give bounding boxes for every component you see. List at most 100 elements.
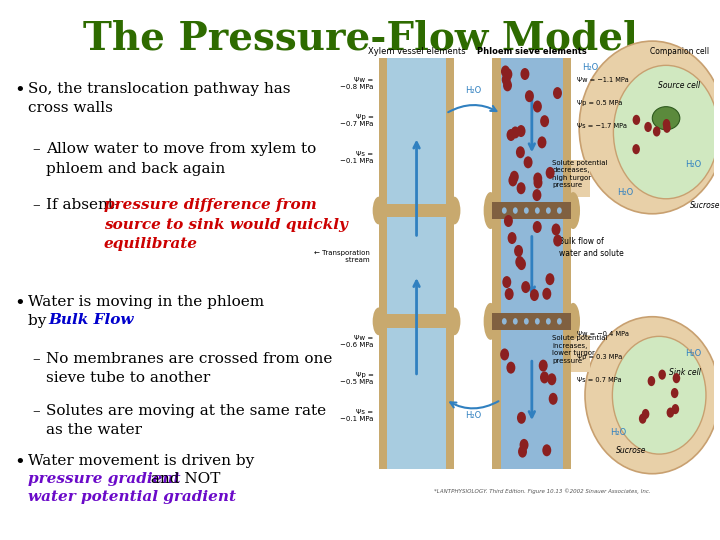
Text: H₂O: H₂O <box>582 63 598 72</box>
Circle shape <box>639 414 647 424</box>
Circle shape <box>503 276 511 288</box>
Bar <box>446 211 454 321</box>
Circle shape <box>516 146 525 158</box>
Circle shape <box>502 318 507 325</box>
Text: ← Transporation
     stream: ← Transporation stream <box>314 250 370 264</box>
Circle shape <box>520 439 528 451</box>
Circle shape <box>667 408 674 417</box>
Text: So, the translocation pathway has
cross walls: So, the translocation pathway has cross … <box>28 82 290 116</box>
Ellipse shape <box>373 307 384 335</box>
Bar <box>492 211 501 321</box>
Ellipse shape <box>449 307 460 335</box>
Bar <box>563 335 590 372</box>
Circle shape <box>523 156 533 168</box>
Circle shape <box>502 73 510 85</box>
Circle shape <box>552 224 560 235</box>
Text: *LANTPHYSIOLOGY. Third Edition. Figure 10.13 ©2002 Sinauer Associates, Inc.: *LANTPHYSIOLOGY. Third Edition. Figure 1… <box>434 489 650 495</box>
Circle shape <box>524 207 528 214</box>
Ellipse shape <box>484 303 498 340</box>
Text: Bulk flow of
water and solute: Bulk flow of water and solute <box>559 238 624 258</box>
Circle shape <box>539 360 548 372</box>
Text: H₂O: H₂O <box>685 349 702 358</box>
Circle shape <box>542 444 552 456</box>
Circle shape <box>644 122 652 132</box>
Bar <box>379 204 454 218</box>
Bar <box>501 211 563 321</box>
Circle shape <box>663 123 671 133</box>
Circle shape <box>533 189 541 201</box>
Circle shape <box>506 362 516 374</box>
Ellipse shape <box>579 41 720 214</box>
Circle shape <box>535 318 540 325</box>
Circle shape <box>658 369 666 380</box>
Circle shape <box>510 126 520 138</box>
Circle shape <box>504 215 513 227</box>
Circle shape <box>518 446 527 457</box>
Circle shape <box>546 273 554 285</box>
Text: If absent-: If absent- <box>46 198 124 212</box>
Text: Sink cell: Sink cell <box>669 368 701 376</box>
Text: water potential gradient: water potential gradient <box>28 490 236 504</box>
Text: Phloem sieve elements: Phloem sieve elements <box>477 46 587 56</box>
Bar <box>492 313 572 329</box>
Bar <box>446 321 454 469</box>
Circle shape <box>540 372 549 383</box>
Bar <box>563 211 572 321</box>
Circle shape <box>517 258 526 270</box>
Circle shape <box>521 281 530 293</box>
Circle shape <box>535 207 540 214</box>
Circle shape <box>502 207 507 214</box>
Circle shape <box>510 171 519 183</box>
Text: Solute potential
increases,
lower turgor
pressure: Solute potential increases, lower turgor… <box>552 335 608 364</box>
Circle shape <box>672 373 680 383</box>
Circle shape <box>547 373 557 385</box>
Circle shape <box>534 172 542 185</box>
Circle shape <box>517 182 526 194</box>
Circle shape <box>546 318 551 325</box>
Circle shape <box>534 177 542 188</box>
Circle shape <box>513 207 518 214</box>
Text: Water is moving in the phloem
by: Water is moving in the phloem by <box>28 295 264 328</box>
Circle shape <box>530 289 539 301</box>
Text: Ψs =
−0.1 MPa: Ψs = −0.1 MPa <box>340 151 374 164</box>
Text: Ψw =
−0.8 MPa: Ψw = −0.8 MPa <box>340 77 374 90</box>
Text: H₂O: H₂O <box>465 86 482 95</box>
Circle shape <box>507 129 516 141</box>
Bar <box>563 321 572 469</box>
Text: Bulk Flow: Bulk Flow <box>48 313 133 327</box>
Bar <box>492 202 572 219</box>
Circle shape <box>503 68 513 80</box>
Text: The Pressure-Flow Model: The Pressure-Flow Model <box>83 19 637 57</box>
Circle shape <box>671 388 678 398</box>
Ellipse shape <box>484 192 498 229</box>
Text: Ψp = 0.5 MPa: Ψp = 0.5 MPa <box>577 100 622 106</box>
Circle shape <box>553 87 562 99</box>
Circle shape <box>540 115 549 127</box>
Circle shape <box>516 125 526 137</box>
Circle shape <box>557 318 562 325</box>
Text: –: – <box>32 142 40 156</box>
Bar <box>492 58 501 211</box>
Circle shape <box>546 167 554 179</box>
Circle shape <box>508 174 518 186</box>
Bar <box>379 314 454 328</box>
Ellipse shape <box>613 65 719 199</box>
Circle shape <box>514 245 523 257</box>
Text: Solutes are moving at the same rate
as the water: Solutes are moving at the same rate as t… <box>46 404 326 437</box>
Bar <box>446 58 454 211</box>
Text: pressure gradient: pressure gradient <box>28 472 181 486</box>
Bar <box>379 211 387 321</box>
Circle shape <box>525 90 534 102</box>
Text: and NOT: and NOT <box>146 472 220 486</box>
Text: Ψp =
−0.5 MPa: Ψp = −0.5 MPa <box>341 372 374 385</box>
Text: Sucrose: Sucrose <box>616 446 647 455</box>
Text: Ψs = 0.7 MPa: Ψs = 0.7 MPa <box>577 377 621 383</box>
Text: –: – <box>32 352 40 366</box>
Circle shape <box>517 412 526 424</box>
Circle shape <box>501 65 510 77</box>
Text: Companion cell: Companion cell <box>650 46 709 56</box>
Circle shape <box>521 68 529 80</box>
Ellipse shape <box>652 107 680 130</box>
Text: H₂O: H₂O <box>610 428 626 437</box>
Text: Ψp =
−0.7 MPa: Ψp = −0.7 MPa <box>340 113 374 126</box>
